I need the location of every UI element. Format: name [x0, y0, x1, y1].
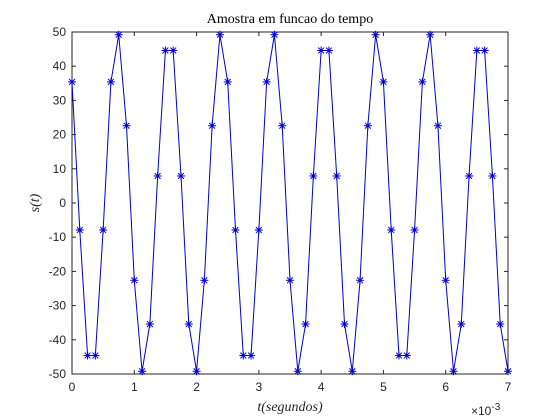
x-axis-multiplier-exponent: -3	[491, 402, 500, 413]
series-layer	[68, 30, 512, 376]
x-tick-label: 7	[505, 380, 512, 394]
data-point-marker	[153, 171, 162, 180]
data-point-marker	[247, 351, 256, 360]
x-tick-label: 1	[131, 380, 138, 394]
x-axis-multiplier-base: ×10	[471, 404, 492, 418]
data-point-marker	[254, 226, 263, 235]
y-tick-label: 20	[53, 128, 67, 142]
data-point-marker	[208, 121, 217, 130]
data-point-marker	[99, 226, 108, 235]
data-point-marker	[395, 351, 403, 360]
data-point-marker	[145, 320, 154, 329]
data-point-marker	[106, 77, 115, 86]
data-point-marker	[340, 320, 349, 329]
data-point-marker	[402, 351, 411, 360]
axes-box	[71, 31, 509, 375]
y-tick-label: 10	[53, 162, 67, 176]
data-point-marker	[91, 351, 100, 360]
data-point-marker	[215, 30, 224, 39]
data-point-marker	[457, 320, 466, 329]
x-tick-label: 2	[193, 380, 200, 394]
data-point-marker	[68, 77, 76, 86]
y-tick-label: -10	[49, 230, 67, 244]
data-point-marker	[83, 351, 92, 360]
chart-title: Amostra em funcao do tempo	[207, 12, 373, 27]
data-point-marker	[270, 30, 279, 39]
data-point-marker	[472, 46, 481, 55]
data-point-marker	[169, 46, 178, 55]
data-point-marker	[488, 171, 497, 180]
y-tick-label: 50	[53, 25, 67, 39]
data-point-marker	[317, 46, 326, 55]
data-point-marker	[192, 367, 201, 376]
x-axis-multiplier: ×10-3	[471, 402, 501, 418]
data-point-marker	[286, 276, 294, 285]
data-point-marker	[496, 320, 505, 329]
data-point-marker	[278, 121, 287, 130]
data-point-marker	[200, 276, 209, 285]
data-point-marker	[177, 171, 185, 180]
data-point-marker	[161, 46, 170, 55]
y-tick-label: -40	[49, 333, 67, 347]
data-point-marker	[433, 121, 442, 130]
y-tick-label: -30	[49, 299, 67, 313]
data-point-marker	[348, 367, 357, 376]
data-point-marker	[371, 30, 380, 39]
data-point-marker	[332, 171, 341, 180]
data-point-marker	[356, 276, 365, 285]
data-point-marker	[138, 367, 147, 376]
x-tick-label: 4	[318, 380, 325, 394]
data-point-marker	[130, 276, 139, 285]
data-point-marker	[75, 226, 84, 235]
data-point-marker	[410, 226, 419, 235]
y-tick-label: -50	[49, 367, 67, 381]
data-point-marker	[465, 171, 474, 180]
data-point-marker	[387, 226, 396, 235]
ticks: 0 1 2 3 4 5 6 7 -50 -40 -30 -20 -10 0 10 20 30 40 50	[49, 25, 512, 394]
y-axis-label: s(t)	[28, 193, 43, 212]
data-point-marker	[184, 320, 193, 329]
x-tick-label: 6	[442, 380, 449, 394]
x-tick-label: 5	[380, 380, 387, 394]
data-point-marker	[480, 46, 489, 55]
data-point-marker	[262, 77, 271, 86]
data-point-marker	[309, 171, 318, 180]
y-tick-label: -20	[49, 264, 67, 278]
x-tick-label: 0	[69, 380, 76, 394]
x-axis-label: t(segundos)	[257, 400, 323, 415]
data-point-marker	[231, 226, 240, 235]
data-point-marker	[379, 77, 388, 86]
data-point-marker	[114, 30, 123, 39]
data-point-marker	[449, 367, 458, 376]
data-point-marker	[122, 121, 131, 130]
y-tick-label: 40	[53, 59, 67, 73]
y-tick-label: 0	[59, 196, 66, 210]
data-point-marker	[418, 77, 427, 86]
data-point-marker	[363, 121, 372, 130]
data-point-marker	[441, 276, 450, 285]
data-point-marker	[426, 30, 435, 39]
x-tick-label: 3	[256, 380, 263, 394]
data-point-marker	[293, 367, 302, 376]
data-point-marker	[239, 351, 248, 360]
data-point-marker	[324, 46, 333, 55]
data-point-marker	[223, 77, 232, 86]
data-point-marker	[504, 367, 512, 376]
data-point-marker	[301, 320, 310, 329]
plot-area: 0 1 2 3 4 5 6 7 -50 -40 -30 -20 -10 0 10 20 30 40 50	[49, 25, 512, 394]
y-tick-label: 30	[53, 93, 67, 107]
